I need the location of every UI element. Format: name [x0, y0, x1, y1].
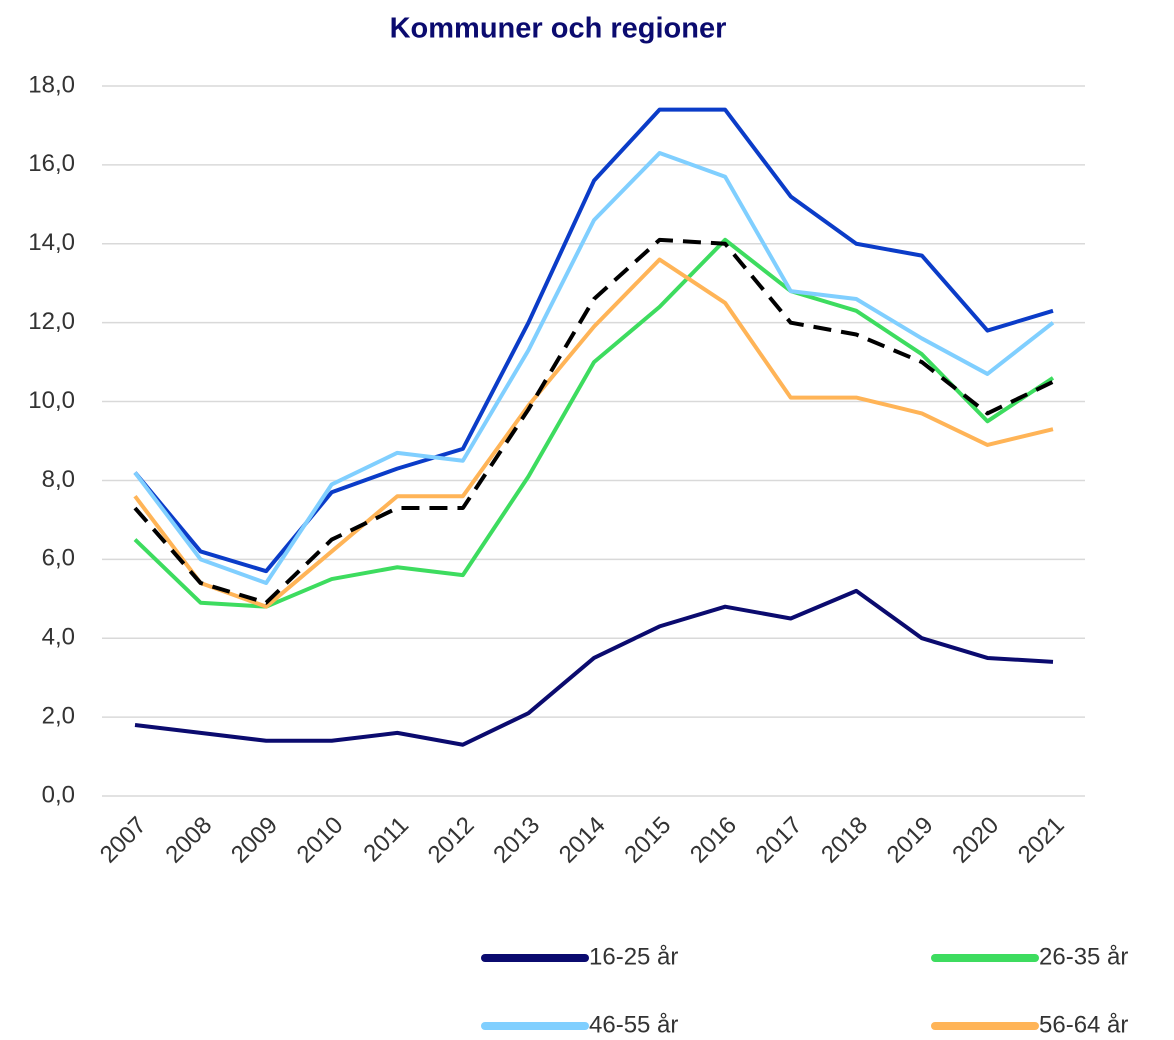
y-tick-label: 10,0 — [28, 387, 75, 414]
series-line — [133, 257, 1054, 609]
x-tick-label: 2016 — [685, 812, 742, 869]
y-tick-label: 14,0 — [28, 229, 75, 256]
legend-label: 46-55 år — [589, 1011, 678, 1038]
x-tick-label: 2007 — [95, 812, 152, 869]
legend-label: 26-35 år — [1039, 943, 1128, 970]
y-tick-label: 8,0 — [42, 466, 75, 493]
x-tick-label: 2010 — [292, 812, 349, 869]
y-tick-label: 2,0 — [42, 702, 75, 729]
x-tick-label: 2020 — [947, 812, 1004, 869]
x-tick-label: 2008 — [160, 812, 217, 869]
series-line — [133, 237, 1055, 609]
x-tick-label: 2019 — [882, 812, 939, 869]
x-tick-label: 2015 — [619, 812, 676, 869]
x-tick-label: 2013 — [488, 812, 545, 869]
x-tick-label: 2014 — [554, 812, 611, 869]
legend-label: 56-64 år — [1039, 1011, 1128, 1038]
x-tick-label: 2009 — [226, 812, 283, 869]
series-line — [133, 237, 1054, 605]
series-line — [133, 151, 1055, 585]
y-tick-label: 12,0 — [28, 308, 75, 335]
legend-label: 16-25 år — [589, 943, 678, 970]
x-tick-label: 2017 — [751, 812, 808, 869]
y-tick-label: 6,0 — [42, 545, 75, 572]
x-tick-label: 2012 — [423, 812, 480, 869]
series-line — [133, 107, 1054, 574]
series-line — [134, 588, 1054, 747]
y-tick-label: 0,0 — [42, 781, 75, 808]
y-tick-label: 4,0 — [42, 624, 75, 651]
x-tick-label: 2011 — [358, 812, 414, 868]
x-tick-label: 2018 — [816, 812, 873, 869]
y-tick-label: 18,0 — [28, 71, 75, 98]
y-tick-label: 16,0 — [28, 150, 75, 177]
chart-title: Kommuner och regioner — [390, 13, 727, 45]
x-tick-label: 2021 — [1013, 812, 1070, 869]
